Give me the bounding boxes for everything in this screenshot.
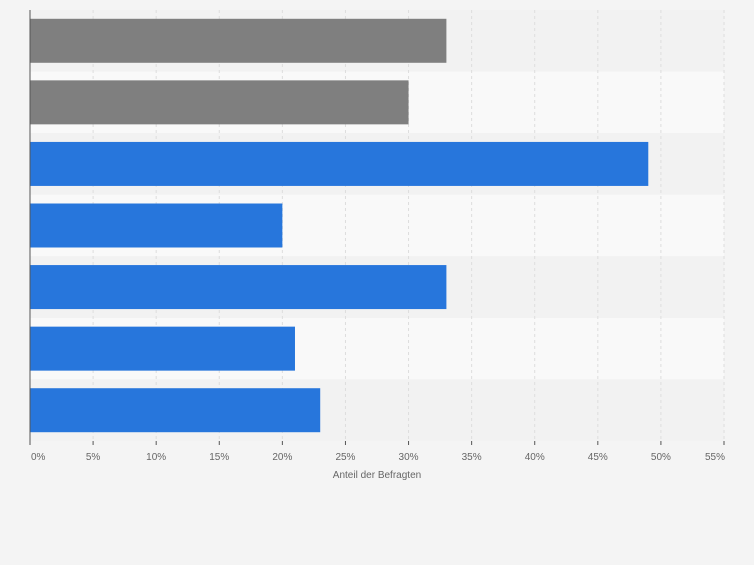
bar: [30, 388, 321, 433]
x-tick-label: 20%: [272, 452, 292, 463]
x-axis-ticks: 0% 5% 10% 15% 20% 25% 30% 35% 40% 45% 50% 55%: [29, 441, 725, 463]
x-tick-label: 45%: [588, 452, 608, 463]
bar: [30, 203, 283, 248]
x-tick-label: 15%: [209, 452, 229, 463]
x-tick-label: 35%: [462, 452, 482, 463]
x-tick-label: 10%: [146, 452, 166, 463]
x-tick-label: 30%: [399, 452, 419, 463]
x-tick-label: 25%: [335, 452, 355, 463]
bar: [30, 265, 447, 310]
x-tick-label: 55%: [705, 452, 725, 463]
bar: [30, 326, 295, 371]
x-tick-label: 5%: [86, 452, 101, 463]
x-tick-label: 0%: [31, 452, 46, 463]
bar: [30, 18, 447, 63]
bar: [30, 80, 409, 125]
bars: [30, 18, 649, 433]
x-axis-label: Anteil der Befragten: [333, 470, 421, 481]
x-tick-label: 40%: [525, 452, 545, 463]
bar: [30, 141, 649, 186]
x-tick-label: 50%: [651, 452, 671, 463]
